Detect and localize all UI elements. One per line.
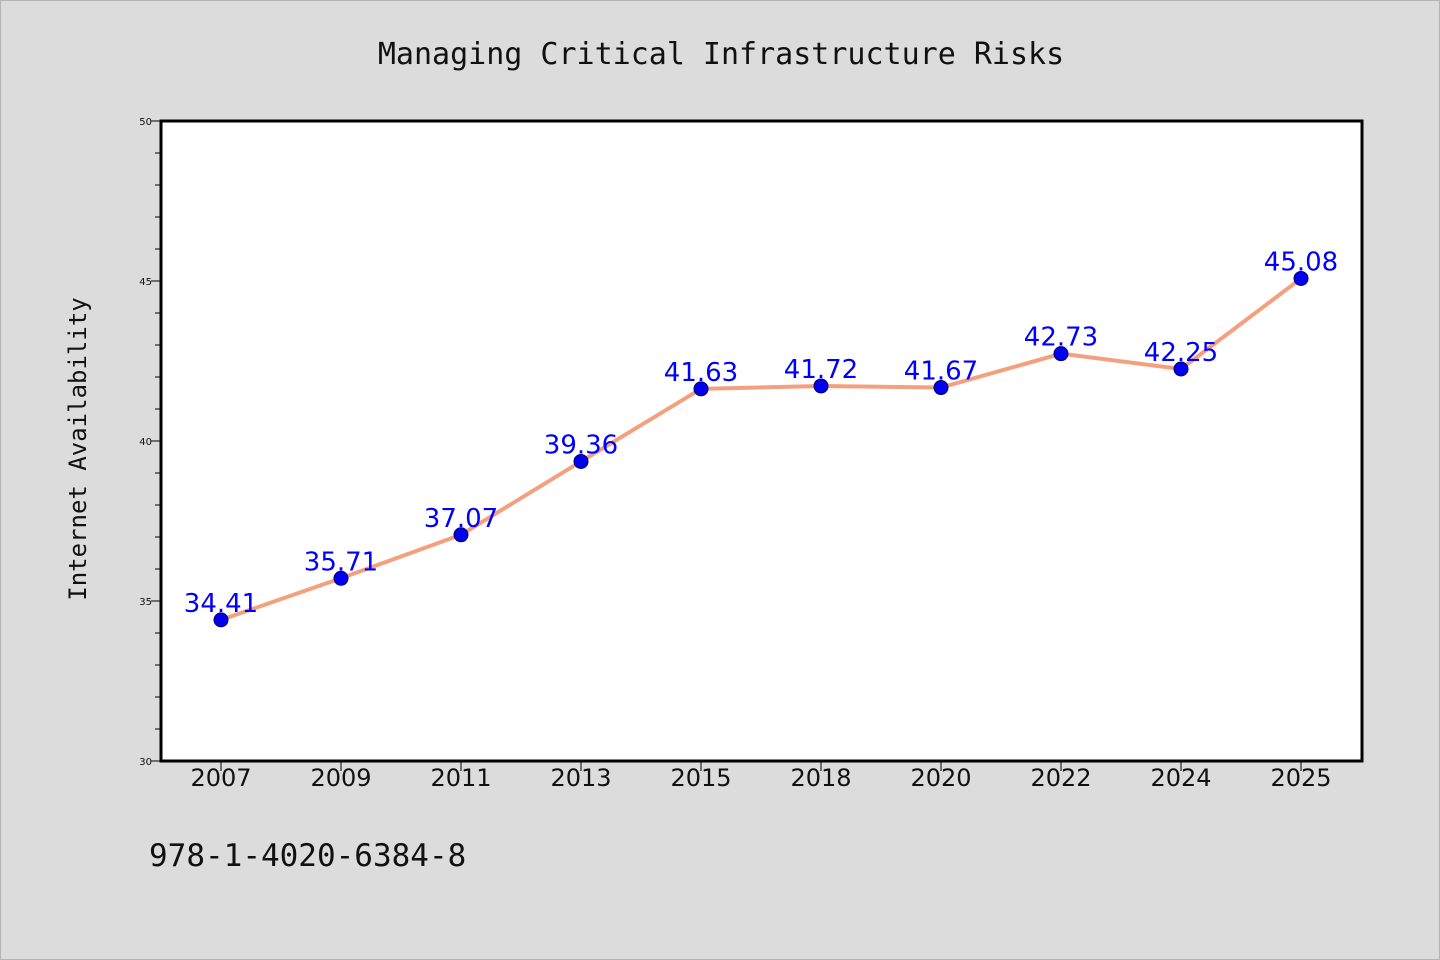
data-label: 37.07 [424,504,498,534]
data-label: 39.36 [544,430,618,460]
series-layer [213,270,1309,628]
data-point [933,380,949,396]
data-point [1053,346,1069,362]
data-point [693,381,709,397]
y-tick-label: 30 [139,757,152,768]
y-tick-label: 50 [139,117,152,128]
data-label-layer: 34.41 35.71 37.07 39.36 41.63 41.72 41.67 42.73… [184,247,1338,618]
data-point [813,378,829,394]
x-tick-label: 2013 [550,764,611,792]
data-point [213,612,229,628]
isbn-footnote: 978-1-4020-6384-8 [149,838,466,874]
y-tick-label: 40 [139,437,152,448]
y-tick-label: 45 [139,277,152,288]
data-point [1173,361,1189,377]
data-label: 42.73 [1024,323,1098,353]
y-axis-ticks: 30 35 40 45 50 [139,117,161,768]
x-tick-label: 2009 [310,764,371,792]
chart-title: Managing Critical Infrastructure Risks [378,37,1064,72]
x-tick-label: 2020 [910,764,971,792]
x-tick-label: 2007 [190,764,251,792]
data-point [333,570,349,586]
plot-area [159,119,1364,763]
y-axis-label: Internet Availability [64,297,92,600]
data-point [1293,270,1309,286]
x-tick-label: 2011 [430,764,491,792]
data-point [573,453,589,469]
data-label: 45.08 [1264,247,1338,277]
x-axis-ticks: 2007 2009 2011 2013 2015 2018 2020 2022 2024 2025 [190,761,1332,792]
x-tick-label: 2018 [790,764,851,792]
data-label: 42.25 [1144,338,1218,368]
x-tick-label: 2025 [1270,764,1331,792]
data-label: 41.67 [904,357,978,387]
data-label: 41.72 [784,355,858,385]
data-label: 41.63 [664,358,738,388]
y-tick-label: 35 [139,597,152,608]
series-line [219,276,1303,622]
x-tick-label: 2015 [670,764,731,792]
data-label: 35.71 [304,547,378,577]
data-label: 34.41 [184,589,258,619]
x-tick-label: 2022 [1030,764,1091,792]
x-tick-label: 2024 [1150,764,1211,792]
data-point [453,527,469,543]
